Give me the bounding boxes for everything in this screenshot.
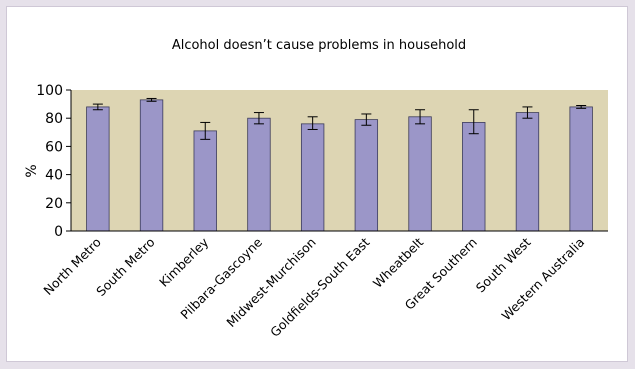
bar	[139, 99, 164, 232]
chart-title: Alcohol doesn’t cause problems in househ…	[172, 38, 466, 53]
error-bar	[253, 112, 264, 125]
error-bar	[522, 106, 533, 119]
error-bar	[92, 103, 103, 111]
bar	[354, 119, 379, 232]
bars-group	[86, 99, 593, 232]
y-tick-label: 60	[45, 139, 63, 155]
x-category-label: Midwest-Murchison	[223, 235, 318, 330]
bar	[515, 112, 540, 232]
chart-panel: Alcohol doesn’t cause problems in househ…	[6, 6, 628, 362]
error-bar	[415, 109, 426, 125]
bar	[462, 122, 486, 232]
x-category-label: Wheatbelt	[370, 234, 426, 290]
bar-chart: Alcohol doesn’t cause problems in househ…	[24, 38, 608, 340]
bar	[569, 106, 593, 232]
y-tick-label: 20	[45, 196, 63, 212]
x-category-label: Kimberley	[156, 234, 212, 290]
error-bars-group	[92, 97, 587, 140]
error-bar	[200, 121, 211, 140]
bar	[193, 130, 217, 232]
y-tick-label: 100	[36, 83, 63, 99]
y-tick-label: 40	[45, 168, 63, 184]
error-bar	[468, 109, 479, 135]
y-tick-label: 80	[45, 111, 63, 127]
bar	[247, 117, 271, 232]
y-axis: 0 20 40 60 80 100	[36, 83, 71, 240]
y-tick-label: 0	[54, 224, 63, 240]
error-bar	[576, 105, 587, 109]
bar	[86, 106, 110, 232]
error-bar	[146, 97, 157, 102]
y-axis-label: %	[24, 164, 40, 177]
bar	[408, 116, 432, 232]
x-category-label: Goldfields-South East	[267, 234, 372, 339]
error-bar	[361, 113, 372, 126]
error-bar	[307, 116, 318, 130]
bar	[300, 123, 325, 232]
